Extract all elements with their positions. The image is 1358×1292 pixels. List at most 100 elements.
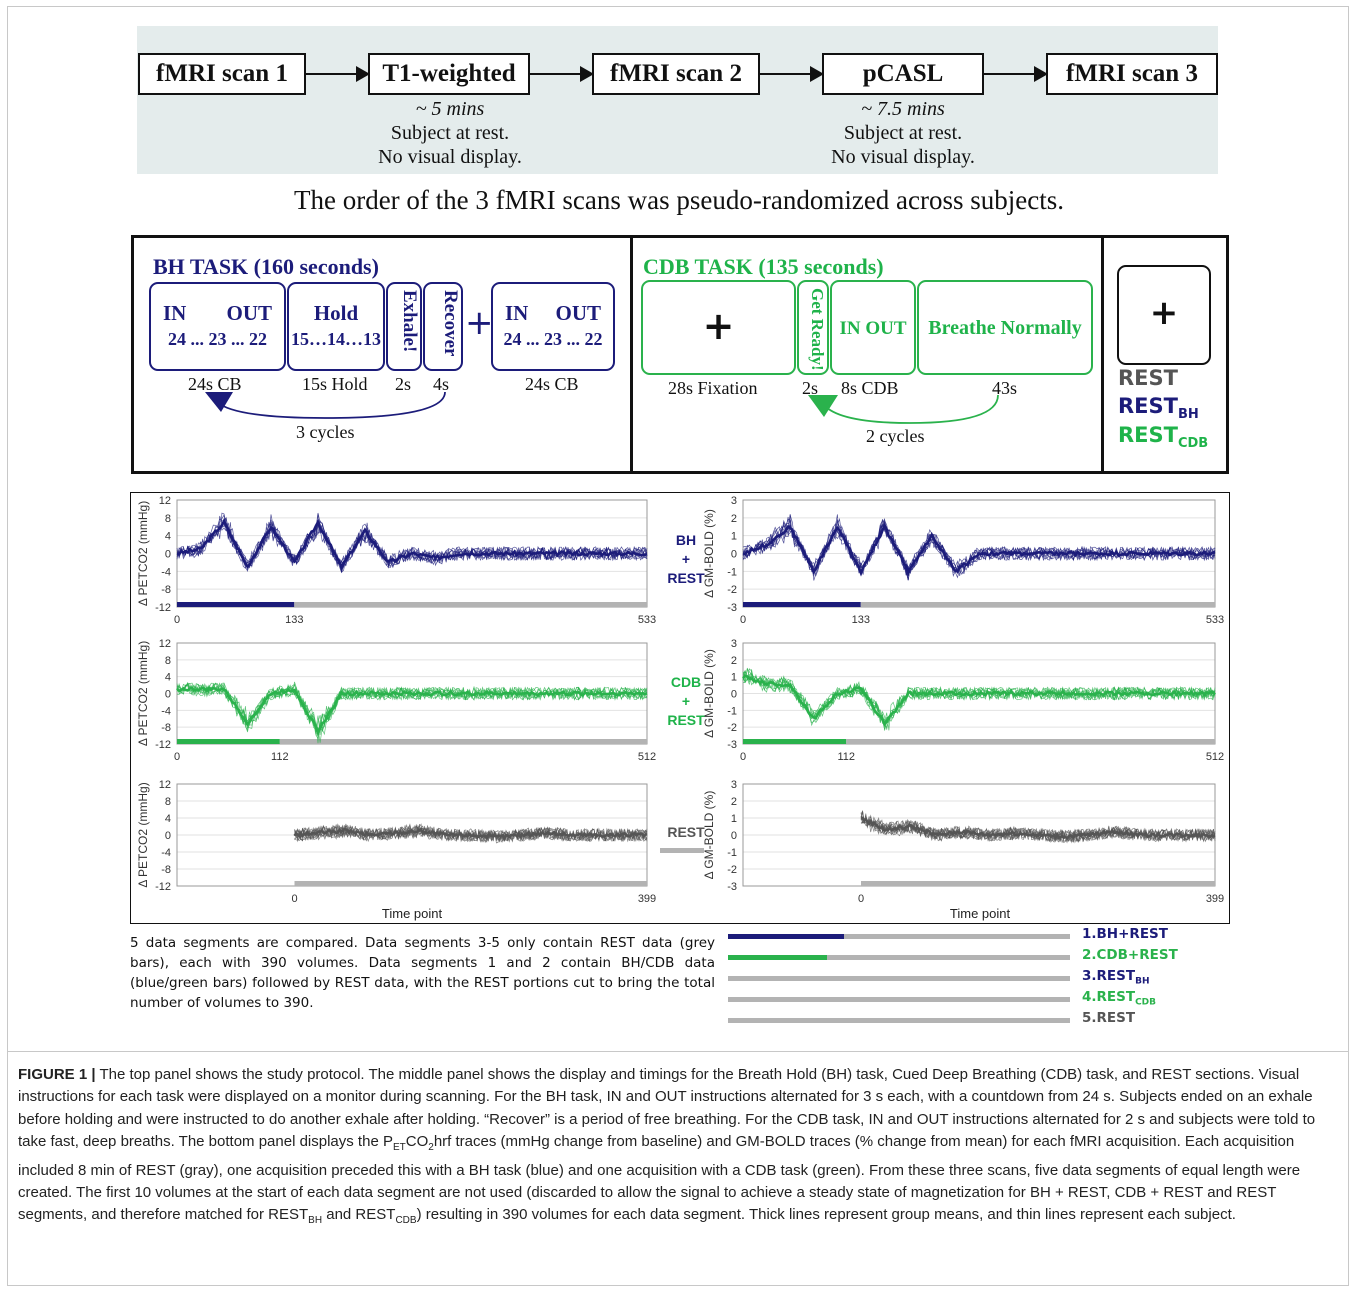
figure-frame bbox=[7, 6, 1349, 1286]
y-tick-label: 0 bbox=[165, 830, 171, 842]
y-tick-label: 2 bbox=[731, 655, 737, 667]
order-statement: The order of the 3 fMRI scans was pseudo… bbox=[293, 185, 1065, 215]
countdown: 15…14…13 bbox=[291, 329, 381, 349]
countdown: 24 ... 23 ... 22 bbox=[503, 329, 603, 349]
x-tick-label: 0 bbox=[174, 751, 180, 763]
y-axis-label: Δ GM-BOLD (%) bbox=[702, 649, 716, 738]
y-tick-label: 0 bbox=[165, 549, 171, 561]
rest-bar bbox=[860, 602, 1215, 607]
segment-bar bbox=[728, 976, 1070, 981]
x-tick-label: 512 bbox=[638, 751, 656, 763]
rest-screen: + bbox=[1117, 265, 1211, 365]
y-tick-label: -12 bbox=[155, 602, 171, 614]
subject-trace bbox=[742, 670, 1216, 728]
cdb-task-title: CDB TASK (135 seconds) bbox=[643, 254, 884, 279]
x-axis-label: Time point bbox=[950, 906, 1011, 921]
segment-task-bar bbox=[728, 955, 828, 960]
y-tick-label: 0 bbox=[165, 689, 171, 701]
fixation-cross: + bbox=[702, 304, 735, 348]
segment-bar bbox=[728, 955, 1070, 960]
cdb-cycle-arrow bbox=[808, 394, 999, 424]
y-tick-label: 8 bbox=[165, 513, 171, 525]
x-tick-label: 133 bbox=[285, 614, 303, 626]
x-tick-label: 0 bbox=[174, 614, 180, 626]
y-tick-label: 2 bbox=[731, 513, 737, 525]
task-divider bbox=[1101, 235, 1104, 474]
protocol-box-fmri-1: fMRI scan 1 bbox=[138, 53, 306, 95]
out-label: OUT bbox=[555, 301, 601, 325]
protocol-arrow bbox=[306, 66, 370, 82]
x-tick-label: 112 bbox=[271, 751, 289, 763]
timing-label: 24s CB bbox=[188, 374, 242, 394]
y-tick-label: 3 bbox=[731, 495, 737, 507]
y-tick-label: 3 bbox=[731, 779, 737, 791]
side-label-bh: BH + REST bbox=[667, 532, 705, 586]
timing-label: 8s CDB bbox=[841, 378, 899, 398]
timing-label: 2s bbox=[395, 374, 412, 394]
caption-label: FIGURE 1 | bbox=[18, 1066, 96, 1083]
segment-label: 3.RESTBH bbox=[1082, 968, 1150, 987]
y-tick-label: 12 bbox=[159, 495, 171, 507]
note-line: No visual display. bbox=[831, 146, 975, 168]
segments-description: 5 data segments are compared. Data segme… bbox=[130, 935, 715, 1011]
segment-label: 2.CDB+REST bbox=[1082, 947, 1178, 963]
caption-divider bbox=[7, 1051, 1349, 1052]
y-axis-label: Δ PETCO2 (mmHg) bbox=[136, 501, 150, 606]
timing-label: 24s CB bbox=[525, 374, 579, 394]
x-tick-label: 112 bbox=[837, 751, 855, 763]
out-label: OUT bbox=[226, 301, 272, 325]
in-label: IN bbox=[163, 301, 187, 325]
plus-sign: + bbox=[465, 303, 494, 343]
timing-label: 2s bbox=[802, 378, 819, 398]
protocol-arrow bbox=[760, 66, 824, 82]
cycles-label: 2 cycles bbox=[866, 426, 925, 446]
cdb-screen-fixation: + bbox=[641, 280, 796, 375]
group-mean-trace bbox=[742, 522, 1216, 577]
y-tick-label: 12 bbox=[159, 638, 171, 650]
x-tick-label: 512 bbox=[1206, 751, 1224, 763]
x-tick-label: 533 bbox=[638, 614, 656, 626]
timing-label: 43s bbox=[992, 378, 1018, 398]
protocol-note-t1: ~ 5 mins Subject at rest. No visual disp… bbox=[350, 97, 550, 169]
bh-screen-inout-repeat: IN OUT 24 ... 23 ... 22 bbox=[491, 282, 615, 371]
protocol-note-pcasl: ~ 7.5 mins Subject at rest. No visual di… bbox=[803, 97, 1003, 169]
task-divider bbox=[630, 235, 633, 474]
group-mean-trace bbox=[742, 674, 1217, 727]
task-panel bbox=[131, 235, 1229, 474]
y-axis-label: Δ GM-BOLD (%) bbox=[702, 791, 716, 880]
y-tick-label: 12 bbox=[159, 779, 171, 791]
y-tick-label: -8 bbox=[161, 864, 171, 876]
y-tick-label: -3 bbox=[727, 881, 737, 893]
protocol-arrow bbox=[984, 66, 1048, 82]
bh-task-title: BH TASK (160 seconds) bbox=[153, 254, 379, 279]
cdb-screen-inout: IN OUT bbox=[830, 280, 916, 375]
y-tick-label: -4 bbox=[161, 847, 171, 859]
y-tick-label: 0 bbox=[731, 549, 737, 561]
task-bar bbox=[743, 739, 847, 744]
note-duration: ~ 7.5 mins bbox=[861, 98, 945, 120]
x-tick-label: 0 bbox=[291, 893, 297, 905]
rest-bar bbox=[294, 881, 647, 886]
subject-trace bbox=[176, 515, 648, 574]
y-tick-label: 2 bbox=[731, 796, 737, 808]
bh-cycle-arrow bbox=[205, 391, 446, 419]
y-tick-label: 0 bbox=[731, 689, 737, 701]
y-tick-label: 4 bbox=[165, 813, 171, 825]
y-tick-label: -8 bbox=[161, 722, 171, 734]
note-line: Subject at rest. bbox=[390, 122, 510, 144]
subject-trace bbox=[742, 669, 1216, 730]
figure-caption: FIGURE 1 | The top panel shows the study… bbox=[18, 1066, 1316, 1227]
y-tick-label: -12 bbox=[155, 881, 171, 893]
y-tick-label: -3 bbox=[727, 602, 737, 614]
cdb-screen-getready: Get Ready! bbox=[797, 280, 829, 375]
group-mean-trace bbox=[176, 686, 648, 737]
x-tick-label: 0 bbox=[740, 751, 746, 763]
subject-trace bbox=[176, 682, 648, 744]
rest-cdb-label: RESTCDB bbox=[1118, 423, 1209, 452]
segment-bar bbox=[728, 997, 1070, 1002]
x-tick-label: 133 bbox=[852, 614, 870, 626]
subject-trace bbox=[176, 512, 648, 574]
protocol-arrow bbox=[530, 66, 594, 82]
rest-bar bbox=[861, 881, 1215, 886]
x-tick-label: 533 bbox=[1206, 614, 1224, 626]
